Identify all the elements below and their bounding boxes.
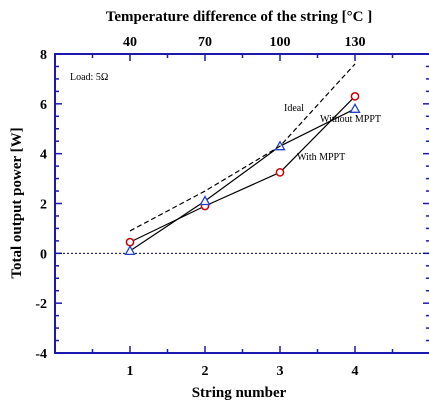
series-line-nompt (129, 108, 356, 252)
data-point-nompt (349, 102, 361, 113)
annotation-ideal: Ideal (284, 103, 304, 114)
right-axis-ticks (423, 53, 429, 354)
left-axis-ticks: -4 -2 0 2 4 6 8 (35, 48, 62, 362)
x-top-tick-label: 100 (270, 35, 291, 50)
series-layer (124, 63, 361, 255)
annotation-without-mppt: Without MPPT (320, 114, 381, 125)
series-line-mppt (129, 95, 356, 243)
x-top-tick-label: 70 (198, 35, 212, 50)
y-tick-label: 6 (40, 98, 47, 113)
x-top-tick-label: 40 (123, 35, 137, 50)
x-tick-label: 1 (127, 364, 134, 379)
data-point-mppt (275, 168, 285, 177)
y-tick-label: -2 (35, 297, 47, 312)
x-tick-label: 4 (352, 364, 359, 379)
data-point-nompt (199, 195, 211, 206)
bottom-axis-ticks: 1 2 3 4 (91, 346, 394, 379)
y-tick-label: 4 (40, 148, 47, 163)
x-tick-label: 3 (277, 364, 284, 379)
top-axis-title: Temperature difference of the string [°C… (106, 9, 373, 25)
data-point-mppt (350, 92, 360, 101)
y-tick-label: 0 (40, 247, 47, 262)
y-tick-label: 2 (40, 198, 47, 213)
x-axis-title: String number (192, 385, 287, 401)
y-tick-label: -4 (35, 347, 47, 362)
x-top-tick-label: 130 (345, 35, 366, 50)
plot-frame (54, 53, 429, 354)
y-axis-title: Total output power [W] (9, 127, 25, 278)
annotation-load: Load: 5Ω (70, 72, 108, 83)
annotation-with-mppt: With MPPT (297, 152, 345, 163)
y-tick-label: 8 (40, 48, 47, 63)
top-axis-ticks: 40 70 100 130 (91, 35, 394, 61)
series-line-ideal (129, 63, 356, 232)
x-tick-label: 2 (202, 364, 209, 379)
data-point-mppt (125, 237, 135, 247)
data-point-nompt (124, 245, 136, 255)
